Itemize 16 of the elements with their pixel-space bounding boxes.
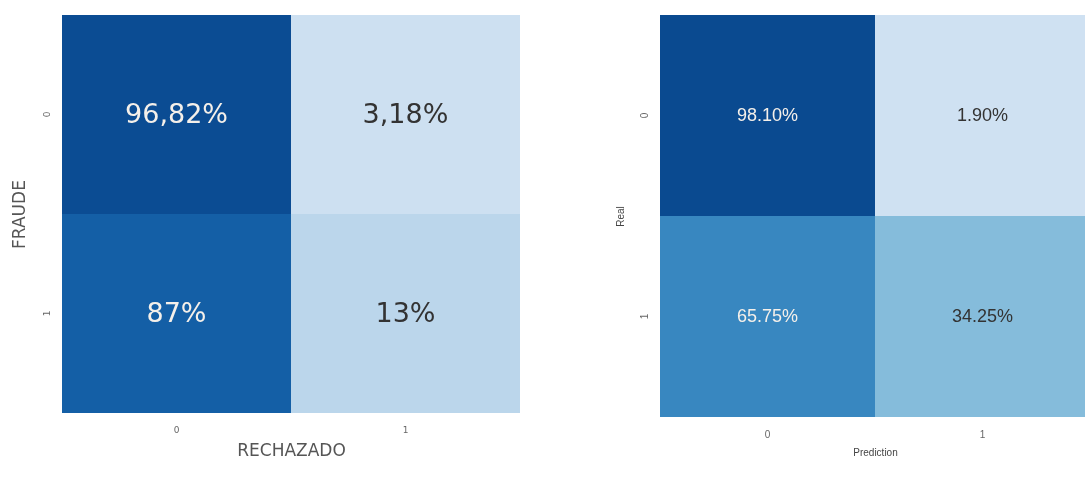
- data-label: 3,18%: [362, 97, 449, 129]
- x-tick-label: 0: [764, 428, 771, 440]
- data-label: 65.75%: [736, 305, 799, 326]
- x-tick-label: 0: [173, 424, 180, 435]
- data-label: 34.25%: [951, 305, 1014, 326]
- y-axis-title: FRAUDE: [8, 180, 29, 249]
- data-label: 98.10%: [736, 104, 799, 125]
- data-label: 13%: [375, 296, 436, 328]
- x-axis-title: Prediction: [853, 446, 898, 458]
- data-label: 87%: [146, 296, 207, 328]
- data-label: 96,82%: [125, 97, 228, 129]
- x-tick-label: 1: [979, 428, 986, 440]
- x-tick-label: 1: [402, 424, 409, 435]
- data-label: 1.90%: [956, 104, 1009, 125]
- x-axis-title: RECHAZADO: [237, 439, 346, 460]
- y-axis-title: Real: [614, 206, 626, 227]
